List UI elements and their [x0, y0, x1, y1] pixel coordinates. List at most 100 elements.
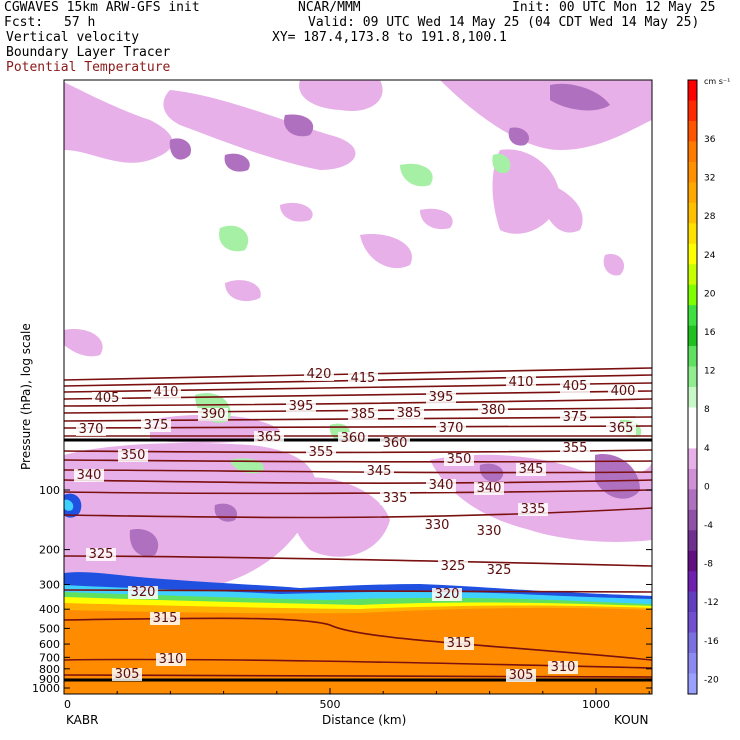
contour-label: 370: [439, 421, 464, 436]
colorbar-swatch: [688, 591, 697, 613]
colorbar-swatch: [688, 407, 697, 429]
contour-label-bg: [506, 376, 536, 389]
contour-label: 375: [563, 410, 588, 425]
x-endpoint-start: KABR: [66, 713, 98, 727]
x-tick-label: 500: [320, 698, 341, 711]
contour-label: 420: [307, 367, 332, 382]
colorbar-swatch: [688, 673, 697, 695]
plot-frame: [63, 79, 653, 695]
contour-label: 385: [397, 406, 422, 421]
contour-label: 410: [154, 385, 179, 400]
contour-label: 365: [609, 421, 634, 436]
x-tick-label: 0: [64, 698, 71, 711]
contour-label: 335: [521, 502, 546, 517]
colorbar-tick-label: 4: [704, 444, 710, 454]
contour-label: 355: [563, 441, 588, 456]
y-tick-label: 900: [39, 673, 60, 686]
contour-label-bg: [150, 612, 180, 625]
colorbar-tick-label: 12: [704, 367, 715, 377]
colorbar-swatch: [688, 223, 697, 245]
contour-label-bg: [444, 453, 474, 466]
contour-label: 330: [477, 524, 502, 539]
contour-label-bg: [348, 408, 378, 421]
contour-label-bg: [436, 422, 466, 435]
contour-label: 325: [487, 563, 512, 578]
contour-label-bg: [444, 637, 474, 650]
colorbar-frame: [687, 79, 698, 695]
contour-label-bg: [86, 548, 116, 561]
contour-label-bg: [438, 560, 468, 573]
colorbar-swatch: [688, 612, 697, 633]
org-label: NCAR/MMM: [298, 0, 361, 15]
colorbar-tick-label: -8: [704, 560, 713, 570]
field-potential-temperature: Potential Temperature: [6, 60, 171, 75]
contour-label: 405: [563, 379, 588, 394]
contour-label-bg: [422, 519, 452, 532]
colorbar-swatch: [688, 182, 697, 204]
colorbar-tick-label: 16: [704, 328, 716, 338]
y-tick-label: 500: [39, 622, 60, 635]
colorbar-swatch: [688, 653, 697, 674]
contour-label-bg: [380, 492, 410, 505]
y-axis-label: Pressure (hPa), log scale: [19, 323, 33, 470]
contour-label-bg: [118, 449, 148, 462]
colorbar-tick-label: -12: [704, 598, 719, 608]
y-tick-label: 100: [39, 484, 60, 497]
contour-label: 385: [351, 407, 376, 422]
contour-label: 365: [257, 430, 282, 445]
contour-label-bg: [141, 419, 171, 432]
contour-label: 370: [79, 422, 104, 437]
colorbar-swatch: [688, 243, 697, 265]
contour-label: 315: [447, 636, 472, 651]
colorbar-swatch: [688, 80, 697, 101]
colorbar-tick-label: 20: [704, 289, 716, 299]
colorbar-swatch: [688, 448, 697, 470]
contour-label: 360: [383, 436, 408, 451]
colorbar-swatch: [688, 571, 697, 592]
colorbar-tick-label: -16: [704, 637, 719, 647]
contour-label: 330: [425, 518, 450, 533]
contour-label: 305: [115, 667, 140, 682]
colorbar-swatch: [688, 530, 697, 552]
contour-label: 335: [383, 491, 408, 506]
y-tick-label: 200: [39, 544, 60, 557]
contour-label: 345: [519, 462, 544, 477]
contour-label: 395: [429, 390, 454, 405]
colorbar-swatch: [688, 141, 697, 163]
y-tick-label: 300: [39, 578, 60, 591]
x-axis-label: Distance (km): [322, 713, 406, 727]
contour-label: 405: [95, 391, 120, 406]
contour-label-bg: [474, 482, 504, 495]
y-tick-label: 1000: [32, 682, 60, 695]
contour-label: 340: [77, 468, 102, 483]
contour-label-bg: [156, 653, 186, 666]
y-tick-label: 600: [39, 638, 60, 651]
contour-label: 355: [309, 445, 334, 460]
contour-label-bg: [426, 479, 456, 492]
contour-label-bg: [128, 586, 158, 599]
model-title: CGWAVES 15km ARW-GFS init: [4, 0, 200, 15]
valid-time: Valid: 09 UTC Wed 14 May 25 (04 CDT Wed …: [308, 15, 700, 30]
contour-label-bg: [286, 400, 316, 413]
contour-label: 325: [441, 559, 466, 574]
colorbar-swatch: [688, 161, 697, 183]
contour-label: 400: [611, 384, 636, 399]
colorbar-swatch: [688, 509, 697, 531]
forecast-hour: 57 h: [64, 15, 96, 30]
colorbar-swatch: [688, 120, 697, 142]
colorbar-swatch: [688, 468, 697, 490]
y-tick-label: 800: [39, 663, 60, 676]
contour-label-bg: [198, 408, 228, 421]
colorbar-swatch: [688, 632, 697, 654]
colorbar-swatch: [688, 346, 697, 367]
colorbar-swatch: [688, 264, 697, 285]
contour-label-bg: [254, 431, 284, 444]
colorbar-tick-label: 32: [704, 174, 715, 184]
contour-label-bg: [516, 463, 546, 476]
colorbar-tick-label: 8: [704, 405, 710, 415]
contour-label-bg: [380, 437, 410, 450]
colorbar-unit: cm s⁻¹: [704, 77, 730, 86]
contour-label-bg: [304, 368, 334, 381]
field-boundary-layer-tracer: Boundary Layer Tracer: [6, 45, 171, 60]
